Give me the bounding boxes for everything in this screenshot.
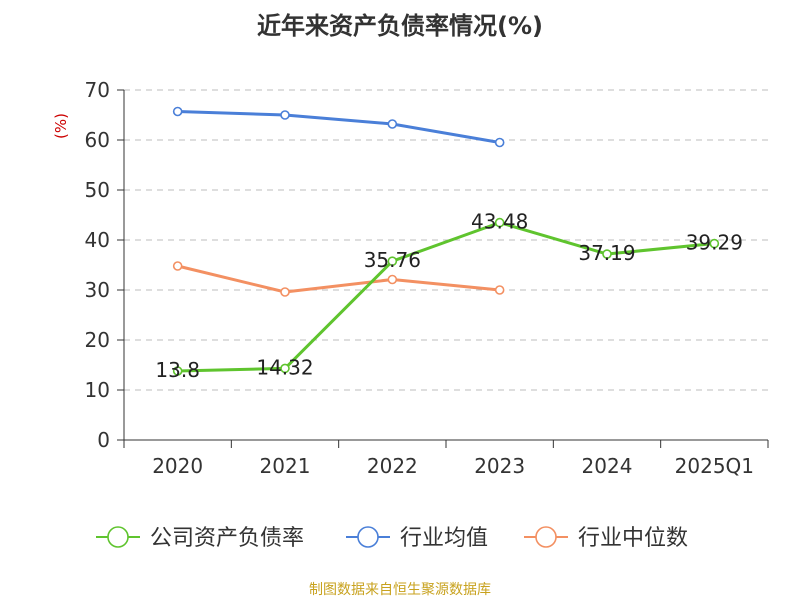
y-tick-label: 40	[85, 228, 110, 252]
x-tick-label: 2021	[260, 454, 311, 478]
legend-label: 行业中位数	[578, 526, 688, 551]
data-label: 35.76	[364, 248, 421, 272]
data-label: 37.19	[578, 241, 635, 265]
x-tick-label: 2022	[367, 454, 418, 478]
data-point	[494, 217, 505, 228]
series-line	[176, 110, 502, 144]
legend-item[interactable]: 行业中位数	[524, 526, 688, 551]
data-point	[172, 366, 183, 376]
data-point	[602, 249, 612, 259]
series	[172, 106, 720, 376]
y-tick-label: 20	[85, 328, 110, 352]
legend-label: 公司资产负债率	[150, 526, 304, 551]
data-point	[494, 285, 505, 295]
source-note: 制图数据来自恒生聚源数据库	[309, 582, 491, 598]
series-line	[176, 221, 716, 373]
data-label: 13.8	[155, 358, 200, 382]
data-label: 43.48	[471, 210, 528, 234]
y-axis-label: (%)	[52, 113, 70, 139]
data-labels: 13.8 14.32 35.76 43.48 37.19 39.29	[155, 210, 743, 382]
x-tick-label: 2024	[582, 454, 633, 478]
data-label: 39.29	[686, 231, 743, 255]
legend-marker	[535, 526, 557, 548]
data-point	[387, 274, 398, 285]
data-point	[280, 110, 290, 120]
legend-item[interactable]: 公司资产负债率	[96, 526, 304, 551]
axes: 0 10 20 30 40 50 60 70 2020 2021 2022 2023 2024 2025Q…	[85, 78, 769, 478]
legend-marker	[107, 526, 129, 548]
data-point	[709, 238, 720, 249]
data-point	[172, 106, 183, 117]
data-point	[387, 256, 398, 267]
series-line	[176, 264, 502, 294]
chart-title: 近年来资产负债率情况(%)	[257, 12, 543, 40]
legend[interactable]: 公司资产负债率 行业均值 行业中位数	[96, 526, 688, 551]
x-tick-label: 2020	[152, 454, 203, 478]
legend-marker	[357, 526, 379, 548]
data-point	[280, 363, 290, 374]
y-tick-label: 60	[85, 128, 110, 152]
data-point	[387, 119, 398, 129]
x-tick-label: 2025Q1	[675, 454, 754, 478]
y-tick-label: 10	[85, 378, 110, 402]
data-point	[280, 287, 290, 297]
data-point	[494, 137, 505, 148]
x-tick-label: 2023	[474, 454, 525, 478]
y-tick-label: 30	[85, 278, 110, 302]
y-tick-label: 0	[97, 428, 110, 452]
legend-label: 行业均值	[400, 526, 488, 551]
y-tick-label: 50	[85, 178, 110, 202]
legend-item[interactable]: 行业均值	[346, 526, 488, 551]
y-tick-label: 70	[85, 78, 110, 102]
data-label: 14.32	[256, 355, 313, 379]
data-point	[172, 261, 183, 271]
grid	[124, 89, 768, 391]
